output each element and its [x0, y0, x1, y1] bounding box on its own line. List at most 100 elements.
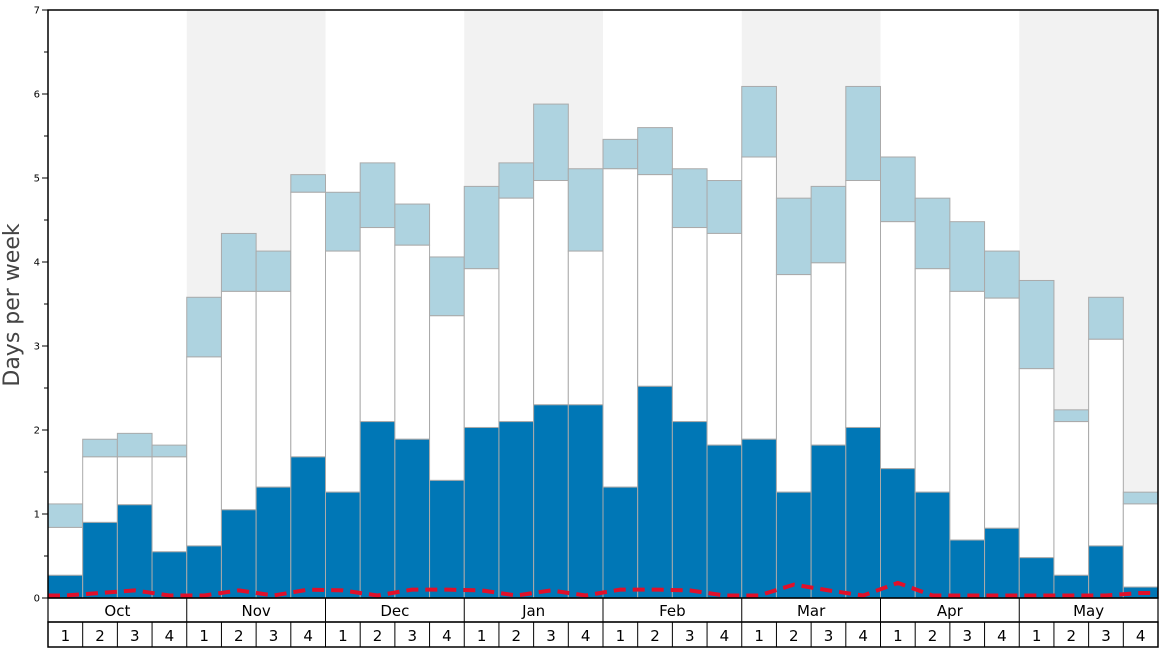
bar-top-0 — [47, 503, 84, 528]
bar-bottom-22 — [810, 444, 847, 599]
bar-middle-15 — [567, 250, 604, 406]
week-label: 4 — [165, 627, 175, 645]
week-label: 1 — [61, 627, 71, 645]
bar-middle-18 — [671, 227, 708, 423]
bar-middle-23 — [845, 180, 881, 428]
week-label: 4 — [1136, 627, 1146, 645]
bar-bottom-25 — [914, 491, 951, 599]
bar-bottom-10 — [394, 438, 431, 599]
bar-top-21 — [775, 197, 812, 276]
bar-middle-4 — [186, 356, 222, 547]
bar-top-30 — [1088, 296, 1124, 340]
bar-middle-3 — [151, 456, 188, 553]
bar-middle-21 — [775, 274, 812, 493]
y-axis-label: Days per week — [0, 223, 25, 386]
bar-top-18 — [671, 168, 708, 229]
bar-top-17 — [637, 127, 673, 176]
bar-top-4 — [186, 296, 222, 358]
month-label: Nov — [241, 602, 270, 620]
bar-top-3 — [151, 444, 188, 458]
week-label: 4 — [720, 627, 730, 645]
month-label: Apr — [937, 602, 964, 620]
bar-bottom-18 — [671, 421, 708, 599]
bar-bottom-27 — [984, 527, 1020, 599]
week-label: 1 — [893, 627, 903, 645]
bar-top-12 — [463, 185, 500, 270]
week-label: 4 — [997, 627, 1007, 645]
bar-top-16 — [602, 138, 639, 170]
bar-middle-22 — [810, 262, 847, 446]
week-label: 2 — [1067, 627, 1077, 645]
week-label: 2 — [650, 627, 660, 645]
month-label: May — [1073, 602, 1104, 620]
bar-bottom-24 — [880, 468, 916, 599]
bar-top-23 — [845, 85, 881, 182]
week-label: 3 — [824, 627, 834, 645]
week-label: 3 — [407, 627, 417, 645]
bar-middle-0 — [47, 526, 84, 576]
week-label: 3 — [546, 627, 556, 645]
y-tick-label: 3 — [34, 342, 40, 353]
bar-top-8 — [325, 191, 361, 252]
bar-bottom-17 — [637, 385, 673, 599]
week-label: 1 — [199, 627, 209, 645]
bar-bottom-11 — [429, 479, 465, 599]
y-tick-label: 4 — [34, 258, 40, 269]
y-tick-label: 2 — [34, 426, 40, 437]
bar-middle-6 — [255, 290, 292, 488]
week-label: 1 — [338, 627, 348, 645]
bar-bottom-19 — [706, 444, 743, 599]
bar-middle-26 — [949, 290, 986, 541]
bar-middle-17 — [637, 174, 673, 387]
bar-middle-10 — [394, 244, 431, 440]
week-label: 3 — [269, 627, 279, 645]
bar-middle-12 — [463, 268, 500, 428]
bar-top-6 — [255, 250, 292, 292]
bars — [47, 85, 1159, 599]
bar-top-19 — [706, 180, 743, 234]
bar-bottom-13 — [498, 421, 535, 599]
bar-middle-16 — [602, 168, 639, 488]
y-tick-label: 6 — [34, 90, 40, 101]
month-label: Feb — [659, 602, 686, 620]
bar-middle-31 — [1122, 503, 1159, 588]
bar-middle-27 — [984, 297, 1020, 529]
bar-bottom-1 — [82, 521, 118, 599]
week-label: 2 — [928, 627, 938, 645]
week-label: 4 — [303, 627, 313, 645]
bar-top-7 — [290, 174, 326, 193]
bar-top-15 — [567, 168, 604, 252]
week-label: 2 — [95, 627, 105, 645]
bar-middle-1 — [82, 456, 118, 523]
week-label: 1 — [1032, 627, 1042, 645]
bar-top-27 — [984, 250, 1020, 299]
month-label: Dec — [380, 602, 409, 620]
bar-middle-5 — [220, 290, 257, 511]
y-ticks: 0 1 2 3 4 5 6 7 — [34, 6, 48, 605]
bar-bottom-3 — [151, 551, 188, 599]
week-label: 1 — [477, 627, 487, 645]
week-label: 3 — [685, 627, 695, 645]
week-label: 2 — [373, 627, 383, 645]
week-label: 2 — [512, 627, 522, 645]
bar-top-28 — [1018, 279, 1055, 370]
bar-top-1 — [82, 438, 118, 458]
bar-top-22 — [810, 185, 847, 264]
bar-middle-25 — [914, 268, 951, 493]
bar-middle-2 — [116, 456, 153, 506]
x-labels: Oct Nov Dec Jan Feb Mar Apr May 1 2 3 4 1 2 3 4 1 2 3 4 1 2 3 4… — [61, 602, 1146, 645]
bar-bottom-28 — [1018, 557, 1055, 599]
bar-bottom-30 — [1088, 545, 1124, 599]
bar-bottom-6 — [255, 486, 292, 599]
bar-bottom-8 — [325, 491, 361, 599]
bar-top-24 — [880, 156, 916, 223]
week-label: 4 — [581, 627, 591, 645]
week-label: 3 — [130, 627, 140, 645]
bar-middle-30 — [1088, 338, 1124, 547]
week-label: 4 — [442, 627, 452, 645]
bar-bottom-9 — [359, 421, 396, 599]
bar-top-5 — [220, 232, 257, 292]
week-label: 2 — [789, 627, 799, 645]
bar-top-29 — [1053, 409, 1090, 423]
bar-top-20 — [741, 85, 777, 158]
